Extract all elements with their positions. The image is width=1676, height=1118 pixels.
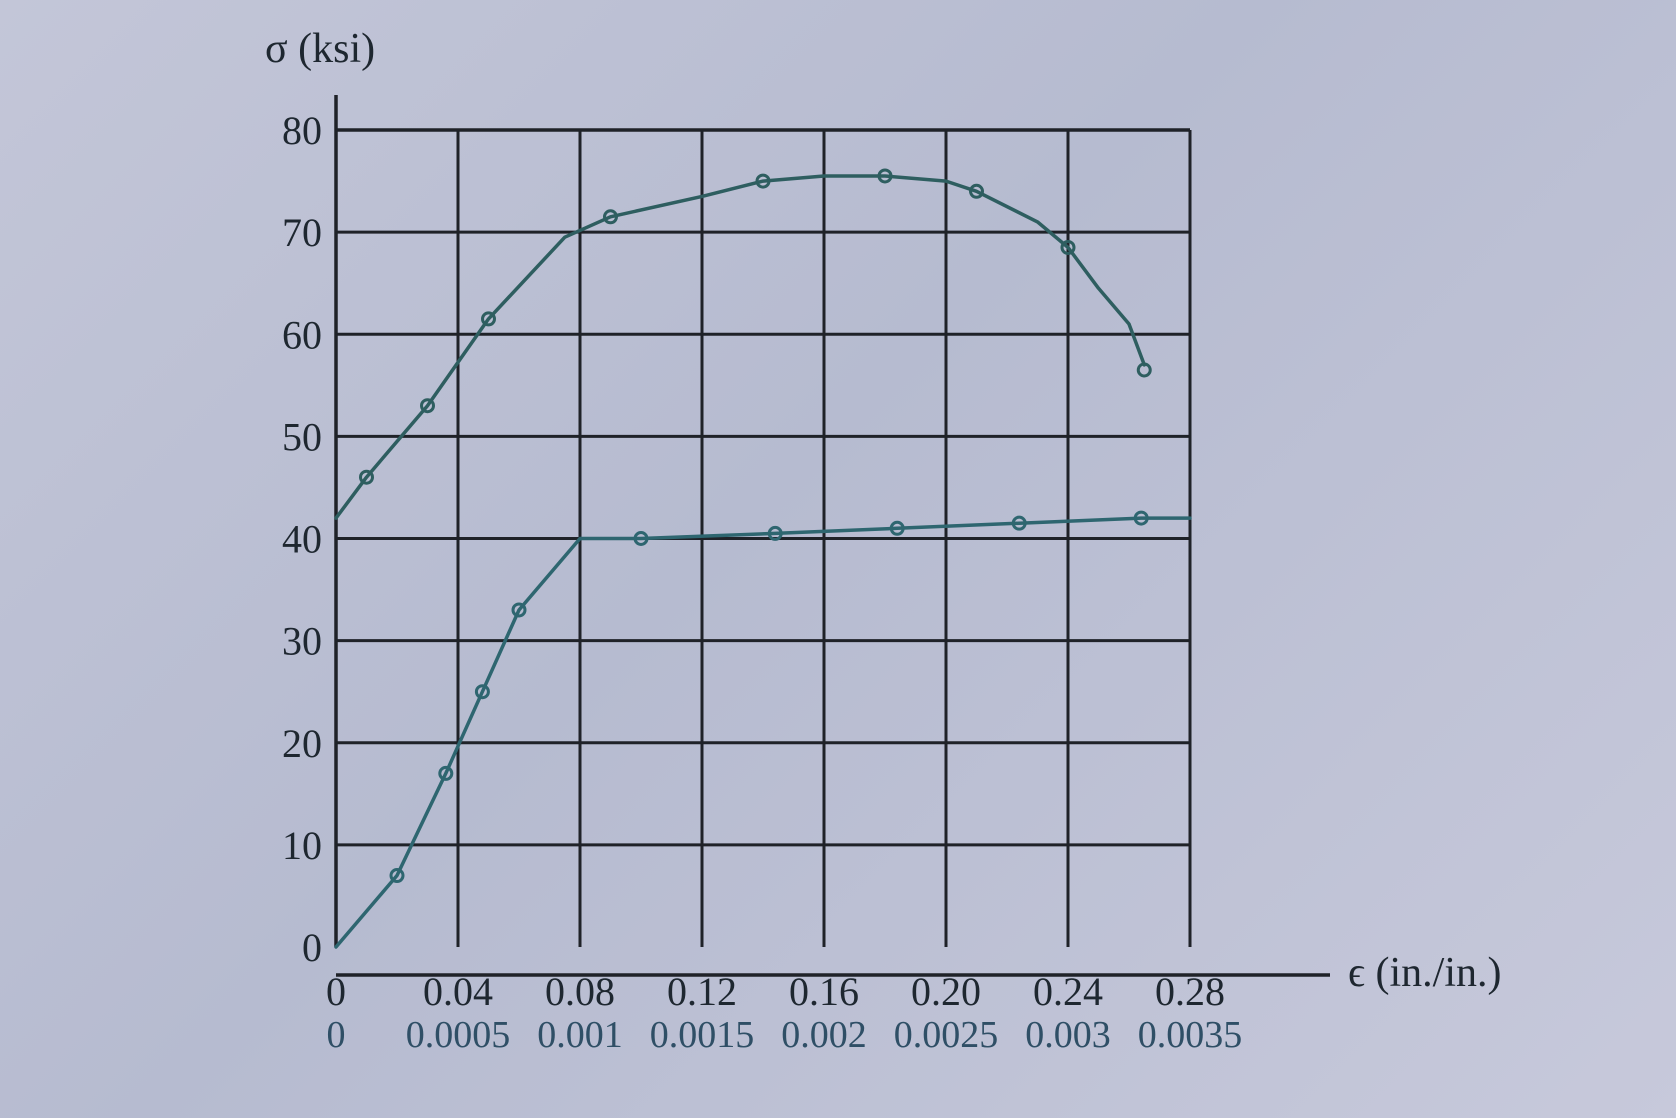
y-tick-label: 30: [282, 619, 322, 664]
x-tick-label-lower: 0.001: [537, 1014, 623, 1056]
series: [334, 168, 1192, 949]
series-2-marker: [438, 765, 454, 781]
x-tick-label-upper: 0.12: [667, 969, 737, 1014]
x-tick-label-lower: 0.003: [1025, 1014, 1111, 1056]
series-2-marker: [633, 531, 649, 546]
x-tick-label-upper: 0.04: [423, 969, 493, 1014]
y-tick-label: 0: [302, 925, 322, 970]
series-1-marker: [481, 311, 496, 327]
grid: [336, 128, 1192, 947]
x-axis-title: ϵ (in./in.): [1348, 950, 1501, 996]
series-1-marker: [359, 469, 374, 485]
y-tick-label: 70: [282, 210, 322, 255]
series-2-marker: [767, 525, 783, 541]
series-1-marker: [1136, 362, 1152, 378]
x-tick-label-upper: 0.20: [911, 969, 981, 1014]
series-2-marker: [1011, 515, 1027, 531]
series-2-marker: [1133, 510, 1149, 526]
y-tick-label: 10: [282, 823, 322, 868]
series-2-marker: [889, 520, 905, 536]
series-1-marker: [755, 173, 771, 189]
y-tick-label: 20: [282, 721, 322, 766]
series-line-2: [334, 516, 1192, 949]
x-tick-label-upper: 0: [326, 969, 346, 1014]
series-2-marker: [389, 868, 405, 884]
x-tick-label-lower: 0.0015: [650, 1014, 755, 1056]
x-tick-label-upper: 0.16: [789, 969, 859, 1014]
series-1-marker: [1060, 239, 1076, 255]
x-tick-label-lower: 0.0035: [1138, 1014, 1243, 1056]
x-tick-label-upper: 0.08: [545, 969, 615, 1014]
series-line-1: [334, 174, 1147, 520]
x-tick-label-lower: 0.0025: [894, 1014, 999, 1056]
series-2-marker: [474, 684, 490, 700]
axes: [334, 95, 1330, 977]
x-tick-label-upper: 0.24: [1033, 969, 1103, 1014]
y-tick-label: 60: [282, 312, 322, 357]
series-1-marker: [420, 398, 435, 414]
y-tick-label: 80: [282, 108, 322, 153]
y-axis-title: σ (ksi): [265, 26, 375, 72]
y-tick-label: 40: [282, 517, 322, 562]
series-1-marker: [603, 209, 618, 225]
x-tick-label-lower: 0: [327, 1014, 346, 1056]
x-tick-label-lower: 0.002: [781, 1014, 867, 1056]
series-1-marker: [877, 168, 893, 184]
labels: σ (ksi) ϵ (in./in.) 0 10 20 30 40 50 60 70 80 0 0.…: [265, 26, 1501, 1056]
series-2-marker: [511, 602, 527, 618]
series-1-marker: [969, 183, 984, 199]
y-tick-label: 50: [282, 414, 322, 459]
x-tick-label-upper: 0.28: [1155, 969, 1225, 1014]
x-tick-label-lower: 0.0005: [406, 1014, 511, 1056]
